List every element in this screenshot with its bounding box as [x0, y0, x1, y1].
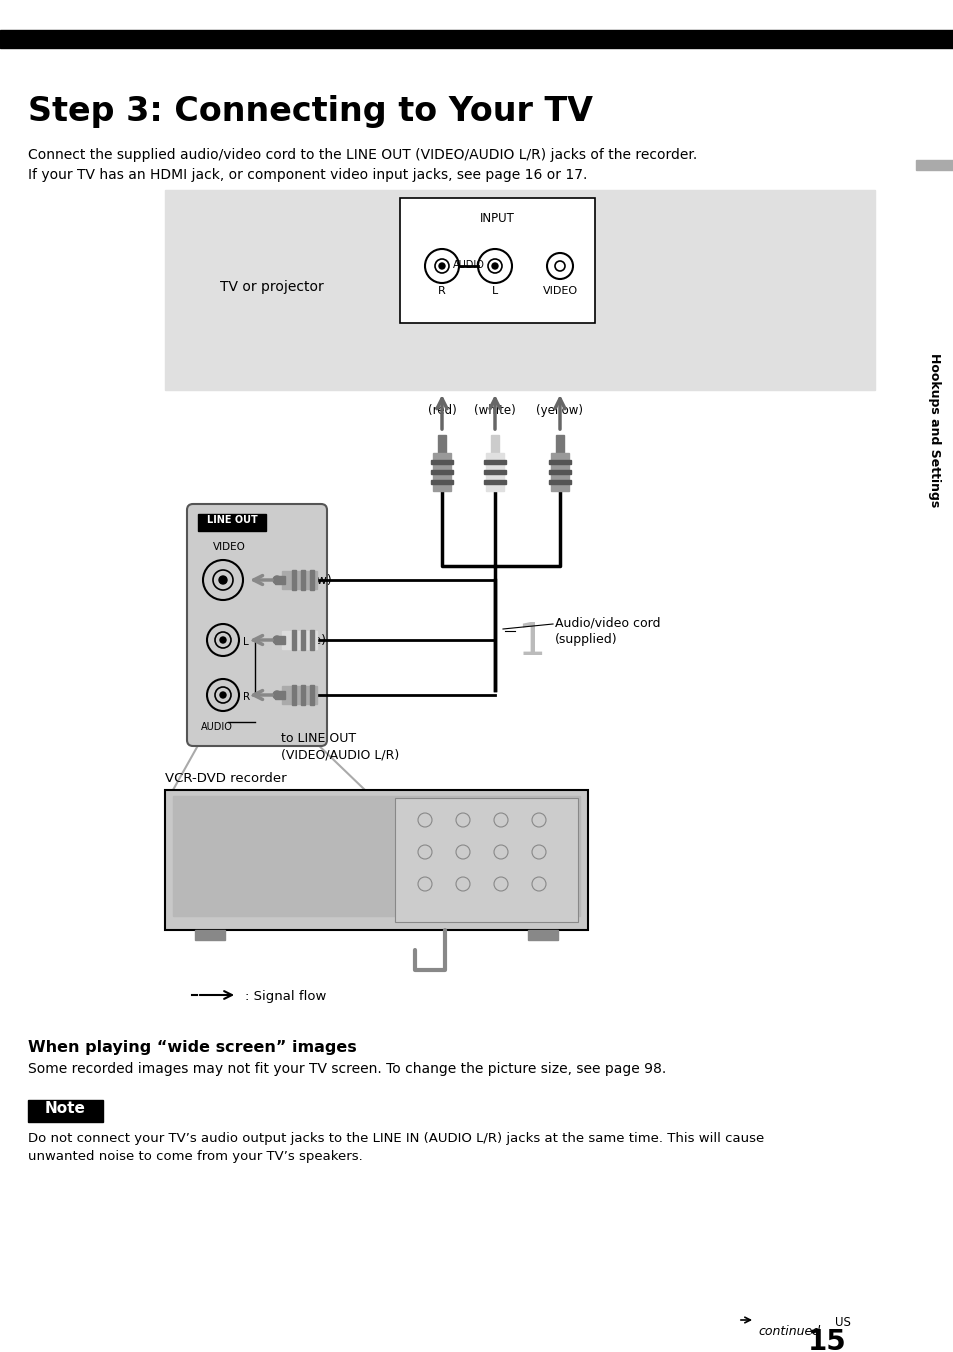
Text: L: L [243, 637, 249, 648]
Bar [165, 790, 587, 930]
Circle shape [220, 692, 226, 698]
Bar [301, 571, 305, 589]
FancyBboxPatch shape [187, 504, 327, 746]
Circle shape [273, 576, 281, 584]
Text: TV or projector: TV or projector [220, 280, 323, 293]
Bar [292, 685, 295, 704]
Bar [194, 930, 225, 940]
Bar [431, 470, 453, 475]
Text: Hookups and Settings: Hookups and Settings [927, 353, 941, 507]
Text: Do not connect your TV’s audio output jacks to the LINE IN (AUDIO L/R) jacks at : Do not connect your TV’s audio output ja… [28, 1132, 763, 1145]
Text: continued: continued [758, 1325, 820, 1338]
Bar [548, 470, 571, 475]
Circle shape [438, 264, 444, 269]
Text: (white): (white) [474, 404, 516, 416]
Text: INPUT: INPUT [479, 212, 515, 224]
Bar [0, 30, 953, 49]
Bar [483, 470, 505, 475]
Bar [310, 571, 314, 589]
Bar [433, 453, 451, 491]
Bar [301, 685, 305, 704]
Text: LINE OUT: LINE OUT [207, 515, 257, 525]
Text: (supplied): (supplied) [555, 633, 617, 646]
Bar [551, 453, 568, 491]
Bar [274, 691, 285, 699]
Text: 15: 15 [807, 1328, 846, 1352]
Text: (yellow): (yellow) [536, 404, 583, 416]
Text: AUDIO: AUDIO [452, 260, 484, 270]
Bar [915, 160, 953, 170]
Text: If your TV has an HDMI jack, or component video input jacks, see page 16 or 17.: If your TV has an HDMI jack, or componen… [28, 168, 587, 183]
Bar [28, 1101, 103, 1122]
Text: (red): (red) [427, 404, 456, 416]
Text: R: R [437, 287, 445, 296]
Bar [548, 480, 571, 484]
Text: Connect the supplied audio/video cord to the LINE OUT (VIDEO/AUDIO L/R) jacks of: Connect the supplied audio/video cord to… [28, 147, 697, 162]
Bar [310, 630, 314, 650]
Text: unwanted noise to come from your TV’s speakers.: unwanted noise to come from your TV’s sp… [28, 1151, 362, 1163]
Bar [165, 191, 874, 389]
Text: (red): (red) [283, 690, 313, 702]
Text: Audio/video cord: Audio/video cord [555, 617, 659, 629]
Bar [431, 480, 453, 484]
Circle shape [220, 637, 226, 644]
Bar [274, 635, 285, 644]
Text: Note: Note [45, 1101, 86, 1115]
Text: Some recorded images may not fit your TV screen. To change the picture size, see: Some recorded images may not fit your TV… [28, 1063, 665, 1076]
Bar [282, 631, 316, 649]
Bar [198, 514, 266, 531]
Bar [292, 571, 295, 589]
Bar [282, 685, 316, 704]
Bar [172, 796, 579, 917]
Text: VIDEO: VIDEO [213, 542, 246, 552]
Text: to LINE OUT: to LINE OUT [281, 731, 355, 745]
Bar [491, 435, 498, 453]
Bar [437, 435, 446, 453]
Text: VCR-DVD recorder: VCR-DVD recorder [165, 772, 286, 786]
Text: (VIDEO/AUDIO L/R): (VIDEO/AUDIO L/R) [281, 749, 399, 763]
Text: VIDEO: VIDEO [542, 287, 577, 296]
Bar [395, 798, 578, 922]
Text: (yellow): (yellow) [283, 575, 333, 587]
Text: 1: 1 [517, 621, 545, 664]
Circle shape [219, 576, 227, 584]
Bar [399, 197, 595, 323]
Text: US: US [834, 1315, 850, 1329]
Bar [301, 630, 305, 650]
Circle shape [492, 264, 497, 269]
Text: : Signal flow: : Signal flow [245, 990, 326, 1003]
Bar [292, 630, 295, 650]
Text: (white): (white) [283, 634, 327, 648]
Bar [556, 435, 563, 453]
Bar [485, 453, 503, 491]
Text: R: R [243, 692, 250, 702]
Bar [310, 685, 314, 704]
Bar [282, 571, 316, 589]
Text: L: L [492, 287, 497, 296]
Circle shape [273, 691, 281, 699]
Text: AUDIO: AUDIO [201, 722, 233, 731]
Bar [483, 460, 505, 464]
Bar [527, 930, 558, 940]
Text: Step 3: Connecting to Your TV: Step 3: Connecting to Your TV [28, 95, 593, 128]
Bar [274, 576, 285, 584]
Bar [548, 460, 571, 464]
Circle shape [273, 635, 281, 644]
Bar [483, 480, 505, 484]
Bar [431, 460, 453, 464]
Text: When playing “wide screen” images: When playing “wide screen” images [28, 1040, 356, 1055]
